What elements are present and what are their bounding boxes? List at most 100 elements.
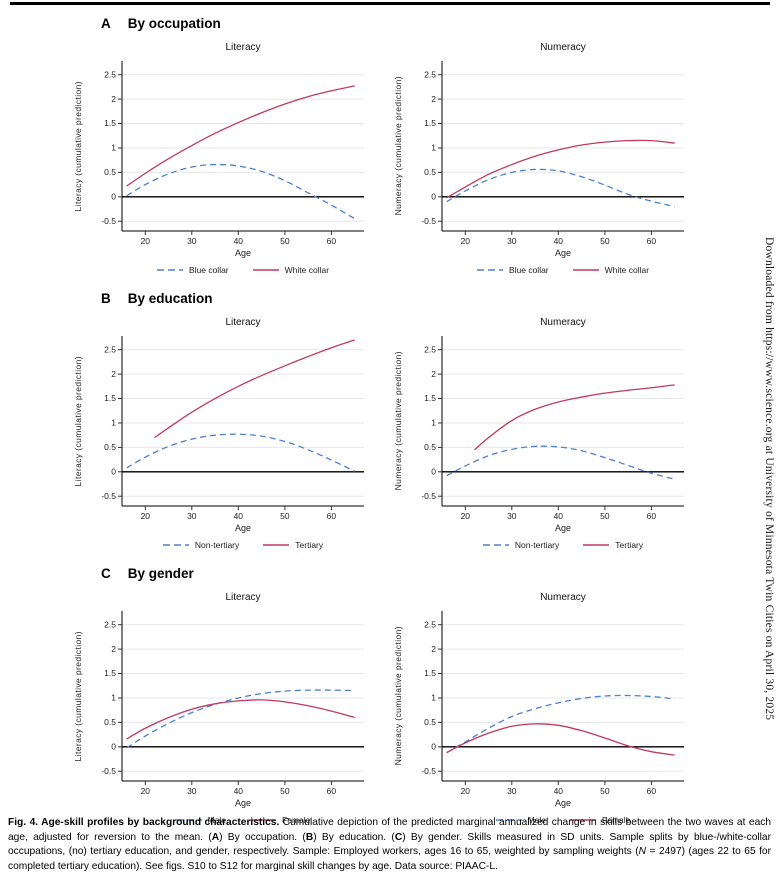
y-tick-label: 2.5 — [104, 619, 116, 629]
legend-label: Non-tertiary — [514, 540, 560, 550]
legend-item-white-collar: White collar — [252, 265, 329, 275]
series-line-blue-collar — [126, 163, 356, 220]
plot-c-literacy: -0.5 0 0.5 1 1.5 2 2.5 20 30 40 50 60 — [101, 611, 364, 796]
chart-title: Numeracy — [540, 317, 586, 328]
y-axis-title-wrap: Literacy (cumulative prediction) — [70, 61, 86, 231]
y-axis-title: Literacy (cumulative prediction) — [73, 80, 83, 212]
x-tick-label: 40 — [554, 236, 564, 246]
caption-segment: ) By gender. Skills measured in SD units… — [8, 831, 771, 858]
caption-segment: N — [638, 846, 647, 858]
legend-label: Male — [527, 815, 547, 825]
x-tick-label: 30 — [187, 236, 197, 246]
legend-label: Blue collar — [188, 265, 229, 275]
chart-title: Numeracy — [540, 42, 586, 53]
chart-title: Literacy — [225, 317, 261, 328]
x-tick-label: 60 — [647, 236, 657, 246]
x-axis-title: Age — [554, 523, 571, 533]
panel-letter: B — [101, 291, 111, 306]
chart-title: Literacy — [225, 592, 261, 603]
panel-title: By education — [127, 291, 213, 306]
plot-b-literacy: -0.5 0 0.5 1 1.5 2 2.5 20 30 40 50 60 — [101, 336, 364, 521]
chart-c-numeracy: Numeracy (cumulative prediction) Numeracy… — [390, 587, 696, 825]
caption-segment: = 2497) (ages 22 to 65 for completed ter… — [8, 846, 771, 873]
y-tick-label: 1 — [111, 418, 116, 428]
x-tick-label: 50 — [600, 511, 610, 521]
y-tick-label: 2.5 — [104, 344, 116, 354]
plot-column: Literacy -0.5 0 0.5 1 1.5 2 2.5 20 30 40 50 60 Age Mal… — [86, 587, 376, 825]
legend-label: Female — [282, 815, 311, 825]
y-tick-label: 1 — [111, 693, 116, 703]
x-tick-label: 20 — [141, 786, 151, 796]
plot-column: Literacy -0.5 0 0.5 1 1.5 2 2.5 20 30 40 50 60 Age Blu… — [86, 37, 376, 275]
series-line-tertiary — [154, 339, 355, 439]
chart-a-literacy: Literacy (cumulative prediction) Literacy… — [70, 37, 376, 275]
charts-row: Literacy (cumulative prediction) Literacy… — [70, 37, 730, 275]
legend-line-sample — [252, 269, 279, 271]
caption-segment: ) By education. ( — [313, 831, 395, 843]
chart-title: Numeracy — [540, 592, 586, 603]
y-tick-label: 0 — [111, 742, 116, 752]
x-tick-label: 20 — [461, 236, 471, 246]
panel-header-by-education: B By education — [101, 291, 730, 306]
x-tick-label: 20 — [141, 236, 151, 246]
y-tick-label: 2.5 — [104, 69, 116, 79]
y-axis-title-wrap: Literacy (cumulative prediction) — [70, 336, 86, 506]
series-line-blue-collar — [446, 168, 675, 208]
y-tick-label: 2 — [111, 644, 116, 654]
x-tick-label: 50 — [600, 786, 610, 796]
legend: Non-tertiary Tertiary — [482, 540, 643, 550]
caption-segment: Cumulative depiction of the predicted ma… — [8, 817, 771, 843]
x-tick-label: 60 — [327, 236, 337, 246]
y-axis-title-wrap: Numeracy (cumulative prediction) — [390, 336, 406, 506]
legend-label: Female — [602, 815, 631, 825]
legend-item-tertiary: Tertiary — [263, 540, 323, 550]
series-line-white-collar — [446, 139, 675, 199]
chart-title: Literacy — [225, 42, 261, 53]
x-axis-title: Age — [554, 798, 571, 808]
caption-segment: ) By occupation. ( — [219, 831, 306, 843]
x-tick-label: 30 — [507, 511, 517, 521]
plot-column: Numeracy -0.5 0 0.5 1 1.5 2 2.5 20 30 40 50 60 Age Blu… — [406, 37, 696, 275]
x-tick-label: 30 — [187, 786, 197, 796]
legend-line-sample — [495, 819, 522, 821]
caption-segment: C — [394, 831, 403, 843]
y-tick-label: 0 — [111, 467, 116, 477]
y-tick-label: -0.5 — [101, 766, 116, 776]
plot-column: Numeracy -0.5 0 0.5 1 1.5 2 2.5 20 30 40 50 60 Age Mal… — [406, 587, 696, 825]
panel-header-by-gender: C By gender — [101, 566, 730, 581]
legend-line-sample — [572, 269, 599, 271]
x-tick-label: 40 — [234, 236, 244, 246]
x-tick-label: 40 — [234, 786, 244, 796]
x-tick-label: 50 — [280, 511, 290, 521]
y-tick-label: -0.5 — [421, 216, 436, 226]
y-tick-label: 2.5 — [424, 69, 436, 79]
y-axis-title-wrap: Numeracy (cumulative prediction) — [390, 61, 406, 231]
y-axis-title: Numeracy (cumulative prediction) — [393, 76, 403, 216]
x-tick-label: 30 — [507, 786, 517, 796]
legend-label: White collar — [604, 265, 650, 275]
series-line-male — [126, 689, 355, 749]
x-tick-label: 60 — [647, 786, 657, 796]
y-axis-title: Literacy (cumulative prediction) — [73, 630, 83, 762]
legend-item-female: Female — [570, 815, 630, 825]
panel-letter: C — [101, 566, 111, 581]
y-tick-label: 2 — [431, 369, 436, 379]
y-tick-label: 1 — [431, 143, 436, 153]
y-tick-label: -0.5 — [101, 216, 116, 226]
x-tick-label: 40 — [234, 511, 244, 521]
series-line-female — [446, 723, 675, 756]
legend: Male Female — [175, 815, 311, 825]
y-tick-label: 1.5 — [104, 118, 116, 128]
y-tick-label: 1 — [431, 418, 436, 428]
legend-label: Blue collar — [508, 265, 549, 275]
series-line-male — [446, 694, 675, 754]
legend-line-sample — [482, 544, 509, 546]
y-tick-label: 2.5 — [424, 344, 436, 354]
x-tick-label: 20 — [461, 786, 471, 796]
legend-line-sample — [583, 544, 610, 546]
y-tick-label: 0.5 — [104, 442, 116, 452]
caption-segment: Fig. 4. Age-skill profiles by background… — [8, 817, 280, 828]
y-tick-label: 0 — [111, 192, 116, 202]
panel-title: By gender — [127, 566, 194, 581]
plot-column: Numeracy -0.5 0 0.5 1 1.5 2 2.5 20 30 40 50 60 Age Non… — [406, 312, 696, 550]
